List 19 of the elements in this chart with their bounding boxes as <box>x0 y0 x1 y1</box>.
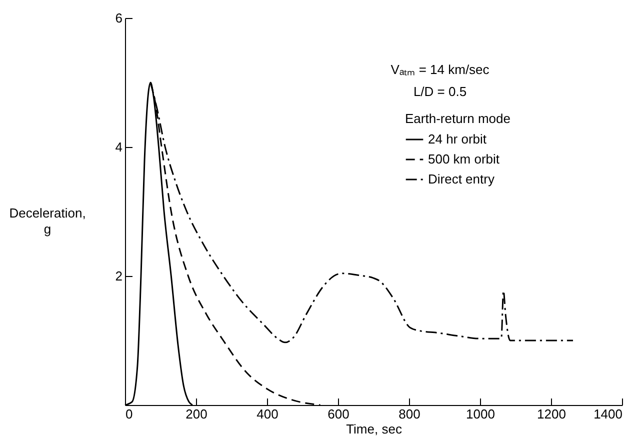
y-tick-label: 2 <box>115 268 122 284</box>
x-tick-label: 1400 <box>594 406 622 422</box>
y-tick-label: 4 <box>115 140 122 154</box>
x-tick-label: 1000 <box>466 406 495 422</box>
legend-title: Earth-return mode <box>405 111 510 126</box>
annotation: L/D = 0.5 <box>413 84 467 99</box>
legend-label: 24 hr orbit <box>428 132 487 146</box>
annotation: Vₐₜₘ = 14 km/sec <box>390 62 490 77</box>
x-tick-label: 200 <box>186 406 208 422</box>
y-axis-title: Deceleration, g <box>9 206 86 236</box>
x-tick-label: 400 <box>256 406 278 422</box>
y-tick-label: 6 <box>115 10 122 26</box>
legend-label: 500 km orbit <box>428 152 500 166</box>
x-tick-label: 600 <box>328 406 350 422</box>
x-tick-label: 800 <box>398 406 420 422</box>
x-tick-label: 0 <box>126 406 133 422</box>
x-tick-label: 1200 <box>537 406 566 422</box>
legend-label: Direct entry <box>428 172 495 186</box>
x-axis-title: Time, sec <box>346 422 402 436</box>
